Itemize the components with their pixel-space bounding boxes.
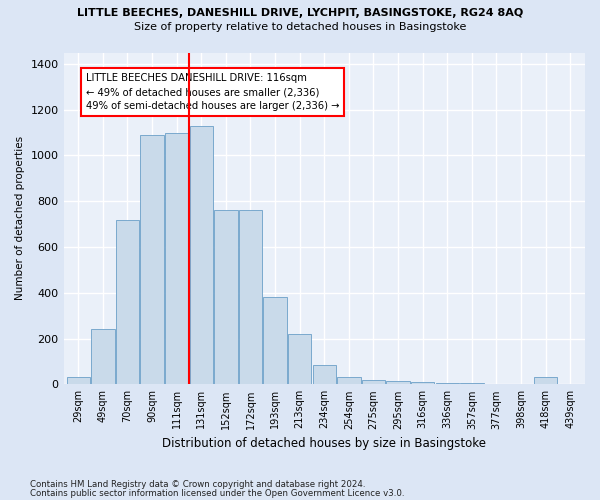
Bar	[411, 382, 434, 384]
Bar	[116, 220, 139, 384]
Text: LITTLE BEECHES DANESHILL DRIVE: 116sqm
← 49% of detached houses are smaller (2,3: LITTLE BEECHES DANESHILL DRIVE: 116sqm ←…	[86, 73, 339, 111]
Bar	[337, 378, 361, 384]
Bar	[91, 330, 115, 384]
Text: Contains public sector information licensed under the Open Government Licence v3: Contains public sector information licen…	[30, 489, 404, 498]
X-axis label: Distribution of detached houses by size in Basingstoke: Distribution of detached houses by size …	[162, 437, 486, 450]
Bar	[67, 378, 90, 384]
Bar	[263, 298, 287, 384]
Bar	[214, 210, 238, 384]
Bar	[386, 381, 410, 384]
Bar	[140, 135, 164, 384]
Bar	[288, 334, 311, 384]
Text: Size of property relative to detached houses in Basingstoke: Size of property relative to detached ho…	[134, 22, 466, 32]
Bar	[436, 383, 459, 384]
Bar	[460, 383, 484, 384]
Bar	[362, 380, 385, 384]
Text: Contains HM Land Registry data © Crown copyright and database right 2024.: Contains HM Land Registry data © Crown c…	[30, 480, 365, 489]
Bar	[239, 210, 262, 384]
Bar	[313, 365, 336, 384]
Bar	[165, 132, 188, 384]
Bar	[190, 126, 213, 384]
Text: LITTLE BEECHES, DANESHILL DRIVE, LYCHPIT, BASINGSTOKE, RG24 8AQ: LITTLE BEECHES, DANESHILL DRIVE, LYCHPIT…	[77, 8, 523, 18]
Y-axis label: Number of detached properties: Number of detached properties	[15, 136, 25, 300]
Bar	[534, 378, 557, 384]
